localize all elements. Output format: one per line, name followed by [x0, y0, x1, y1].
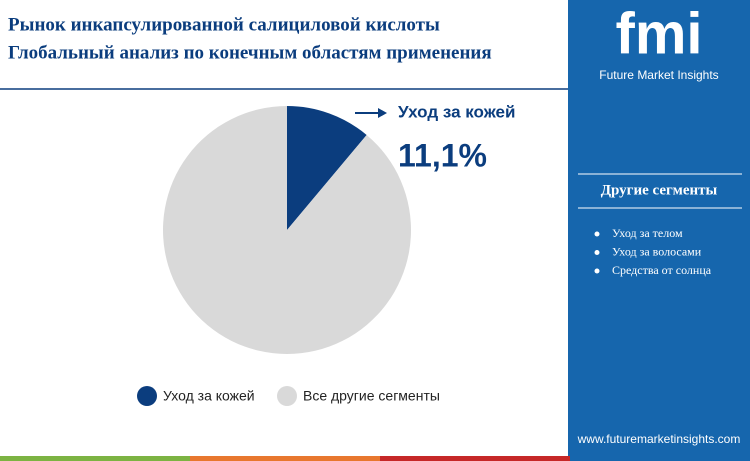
bullet [594, 250, 600, 255]
callout-label: Уход за кожей [398, 102, 515, 121]
legend-label: Уход за кожей [163, 388, 255, 404]
callout-arrowhead [378, 108, 387, 118]
sidebar-item: Средства от солнца [612, 263, 712, 277]
sidebar [568, 0, 750, 456]
logo: fmi [616, 1, 703, 66]
sidebar-item: Уход за телом [612, 226, 683, 240]
stripe [0, 456, 190, 461]
legend-swatch [137, 386, 157, 406]
chart-subtitle: Глобальный анализ по конечным областям п… [8, 42, 492, 63]
bullet [594, 268, 600, 274]
stripe [380, 456, 570, 461]
pie-slice [163, 106, 412, 354]
bullet [594, 231, 600, 237]
brand: Future Market Insights [599, 68, 718, 82]
pie-slice [287, 106, 367, 230]
url: www.futuremarketinsights.com [577, 432, 741, 446]
chart-title: Рынок инкапсулированной салициловой кисл… [8, 14, 440, 35]
legend-label: Все другие сегменты [303, 388, 440, 404]
stripe [570, 456, 750, 461]
legend-swatch [277, 386, 297, 406]
sidebar-item: Уход за волосами [612, 244, 702, 258]
stripe [190, 456, 380, 461]
value-label: 11,1% [398, 137, 487, 173]
sidebar-heading: Другие сегменты [601, 182, 718, 198]
